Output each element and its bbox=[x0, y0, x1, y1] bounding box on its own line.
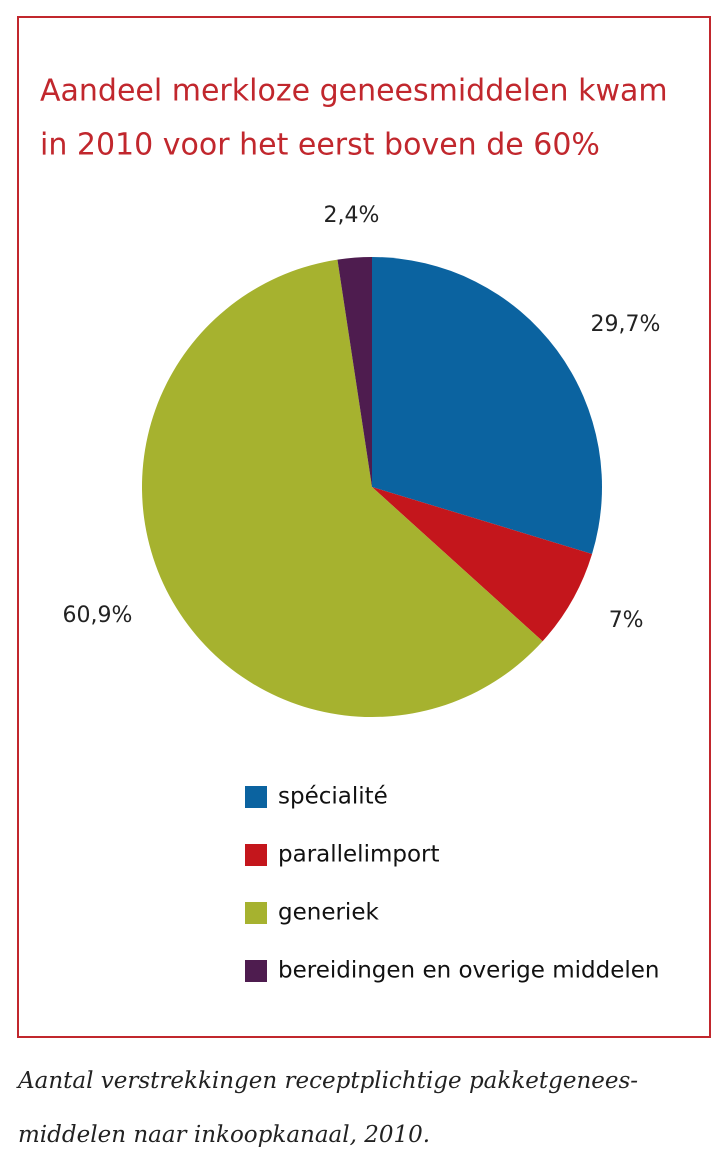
data-label: 60,9% bbox=[63, 603, 133, 628]
pie-slice bbox=[372, 257, 602, 554]
pie-slice bbox=[337, 257, 372, 487]
legend-label: bereidingen en overige middelen bbox=[278, 958, 660, 984]
legend-label: generiek bbox=[278, 900, 379, 926]
legend-label: parallelimport bbox=[278, 842, 440, 868]
legend-swatch bbox=[245, 844, 267, 866]
legend-swatch bbox=[245, 786, 267, 808]
chart-title: Aandeel merkloze geneesmiddelen kwam bbox=[40, 74, 668, 109]
legend-swatch bbox=[245, 960, 267, 982]
caption: middelen naar inkoopkanaal, 2010. bbox=[18, 1122, 430, 1148]
legend-label: spécialité bbox=[278, 784, 388, 810]
data-label: 29,7% bbox=[591, 312, 661, 337]
chart-title: in 2010 voor het eerst boven de 60% bbox=[40, 128, 600, 163]
caption: Aantal verstrekkingen receptplichtige pa… bbox=[16, 1068, 638, 1094]
data-label: 7% bbox=[609, 608, 644, 633]
pie-slice bbox=[372, 487, 593, 642]
chart-frame bbox=[17, 16, 711, 1038]
pie-slice bbox=[141, 259, 543, 717]
data-label: 2,4% bbox=[324, 203, 380, 228]
legend-swatch bbox=[245, 902, 267, 924]
